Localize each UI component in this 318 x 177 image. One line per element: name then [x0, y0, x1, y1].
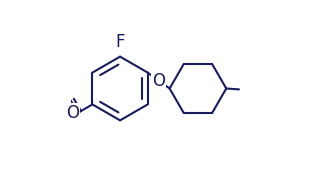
Text: O: O — [66, 104, 79, 122]
Text: O: O — [152, 72, 165, 90]
Text: F: F — [115, 33, 125, 51]
